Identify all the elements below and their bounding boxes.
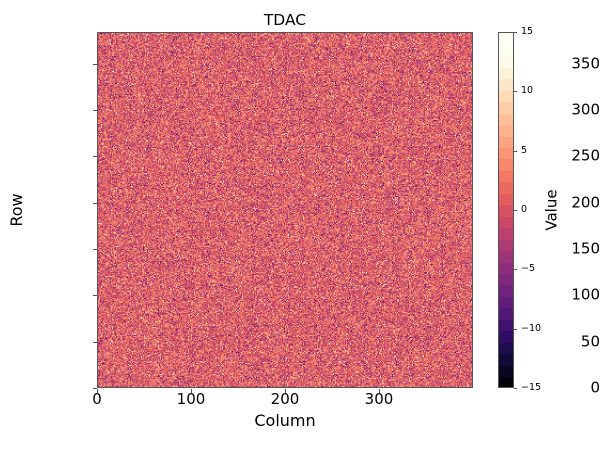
- y-tick-label: 0: [590, 378, 600, 397]
- colorbar-tick-mark: [514, 91, 517, 93]
- colorbar-tick-label: −10: [521, 322, 542, 334]
- y-tick-mark: [93, 388, 97, 389]
- colorbar-tick-mark: [514, 150, 517, 152]
- colorbar-tick-label: −5: [521, 263, 536, 275]
- colorbar-tick-label: 0: [521, 204, 528, 215]
- colorbar-tick-label: 10: [521, 85, 534, 97]
- colorbar-tick-label: −15: [521, 382, 542, 393]
- y-tick-label: 150: [571, 239, 600, 258]
- colorbar[interactable]: [498, 32, 514, 388]
- y-tick-label: 50: [580, 332, 600, 351]
- y-tick-label: 300: [571, 100, 600, 119]
- page-title: TDAC: [263, 11, 307, 29]
- heatmap-image: [98, 33, 472, 387]
- colorbar-label: Value: [542, 189, 561, 231]
- x-tick-mark: [97, 389, 98, 393]
- x-tick-label: 100: [176, 390, 206, 408]
- colorbar-tick-label: 15: [521, 26, 534, 37]
- y-tick-label: 100: [571, 285, 600, 304]
- y-tick-label: 350: [571, 54, 600, 73]
- heatmap-axes[interactable]: [97, 32, 473, 388]
- colorbar-tick-mark: [514, 32, 517, 33]
- colorbar-tick-mark: [514, 269, 517, 271]
- x-tick-label: 0: [92, 390, 102, 408]
- y-axis-label: Row: [7, 193, 26, 227]
- colorbar-gradient: [499, 33, 513, 387]
- colorbar-tick-label: 5: [521, 144, 528, 156]
- x-axis-label: Column: [254, 411, 316, 430]
- x-tick-label: 200: [270, 390, 300, 408]
- x-tick-mark: [285, 389, 286, 393]
- colorbar-tick-mark: [514, 388, 517, 389]
- y-tick-label: 250: [571, 146, 600, 165]
- x-tick-mark: [191, 389, 192, 393]
- x-tick-label: 300: [364, 390, 394, 408]
- colorbar-tick-mark: [514, 210, 517, 211]
- x-tick-mark: [379, 389, 380, 393]
- colorbar-tick-mark: [514, 328, 517, 330]
